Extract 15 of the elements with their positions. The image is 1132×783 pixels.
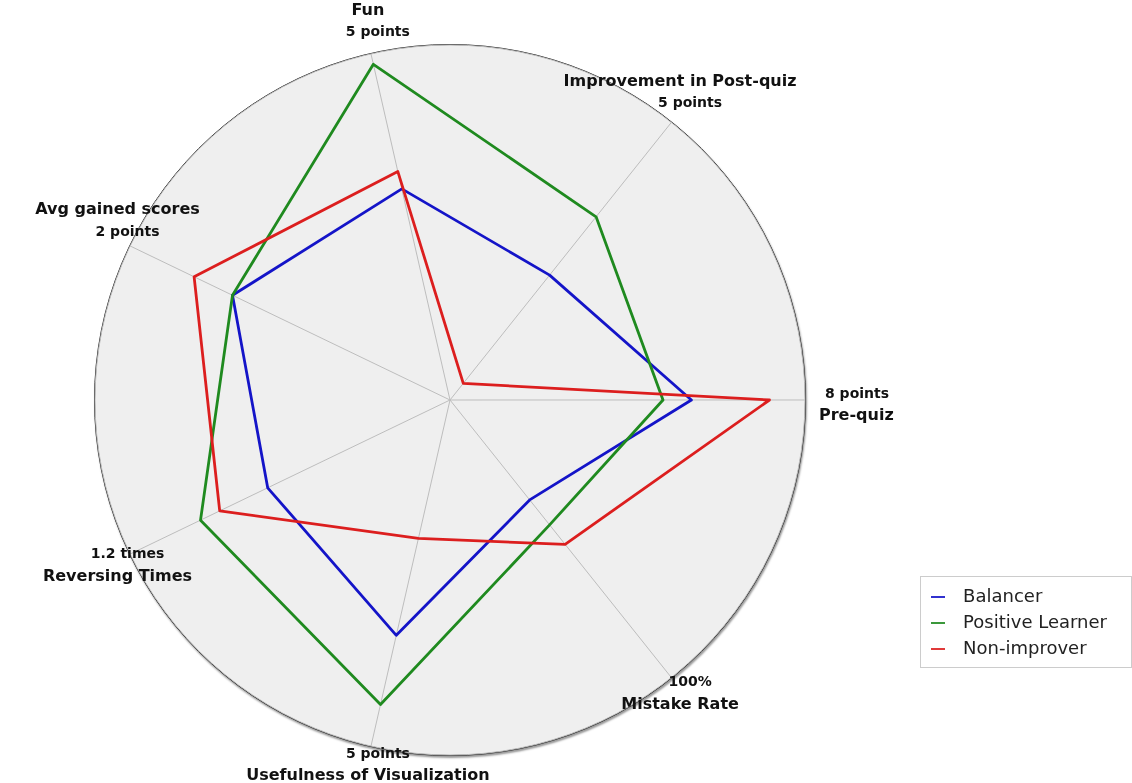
legend-label: Positive Learner bbox=[963, 611, 1107, 632]
spoke-label: Reversing Times bbox=[42, 565, 193, 585]
text: 100% bbox=[668, 673, 712, 690]
text: 5 points bbox=[658, 94, 723, 111]
spoke-label: Usefulness of Visualization bbox=[246, 765, 490, 783]
legend-label: Balancer bbox=[963, 585, 1043, 606]
spoke-label: Fun bbox=[351, 0, 385, 19]
text: 2 points bbox=[95, 222, 160, 239]
text: 5 points bbox=[345, 744, 410, 761]
text: 8 points bbox=[825, 384, 890, 401]
text: 5 points bbox=[345, 23, 410, 40]
spoke-label: Avg gained scores bbox=[35, 199, 200, 219]
spoke-label: Pre-quiz bbox=[819, 405, 894, 425]
legend-label: Non-improver bbox=[963, 637, 1087, 658]
text: 1.2 times bbox=[90, 545, 165, 562]
